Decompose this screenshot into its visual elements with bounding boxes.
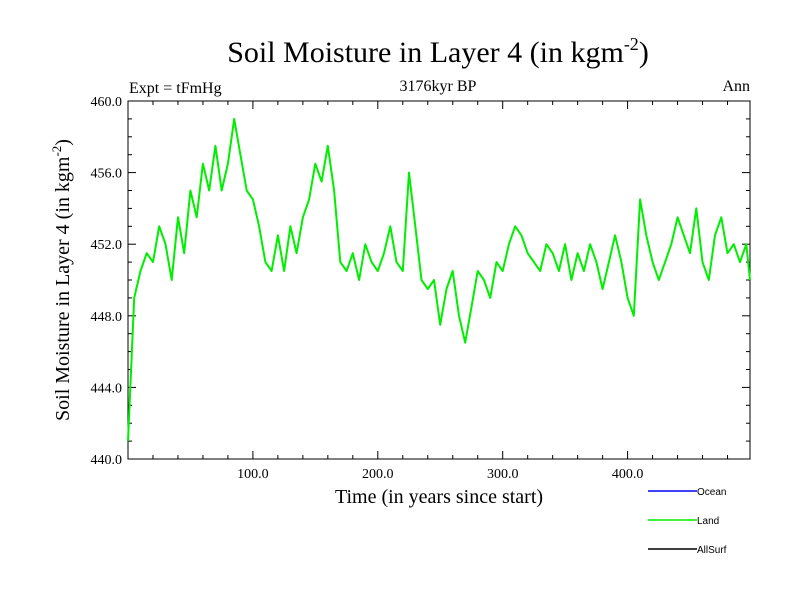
plot-frame — [127, 100, 751, 460]
y-tick-label: 448.0 — [91, 310, 123, 325]
chart-title: Soil Moisture in Layer 4 (in kgm-2) — [227, 34, 649, 69]
y-axis: 440.0 444.0 448.0 452.0 456.0 460.0 — [91, 95, 750, 468]
x-tick-label: 200.0 — [362, 467, 394, 482]
legend-label-allsurf: AllSurf — [697, 545, 727, 556]
series-line-land — [127, 117, 751, 442]
y-tick-label: 452.0 — [91, 238, 123, 253]
experiment-label: Expt = tFmHg — [129, 80, 222, 97]
x-tick-label: 400.0 — [612, 467, 644, 482]
y-axis-label: Soil Moisture in Layer 4 (in kgm-2) — [49, 139, 74, 421]
x-tick-label: 300.0 — [487, 467, 519, 482]
legend-label-land: Land — [697, 516, 719, 527]
y-tick-label: 440.0 — [91, 453, 123, 468]
y-tick-label: 456.0 — [91, 167, 123, 182]
legend-label-ocean: Ocean — [697, 487, 726, 498]
x-tick-label: 100.0 — [237, 467, 269, 482]
legend: Ocean Land AllSurf — [648, 487, 727, 556]
x-axis: 100.0 200.0 300.0 400.0 — [152, 101, 729, 482]
x-axis-label: Time (in years since start) — [335, 486, 543, 508]
y-tick-label: 444.0 — [91, 381, 123, 396]
season-label: Ann — [722, 78, 750, 95]
y-tick-label: 460.0 — [91, 95, 123, 110]
chart-subtitle: 3176kyr BP — [400, 78, 477, 95]
